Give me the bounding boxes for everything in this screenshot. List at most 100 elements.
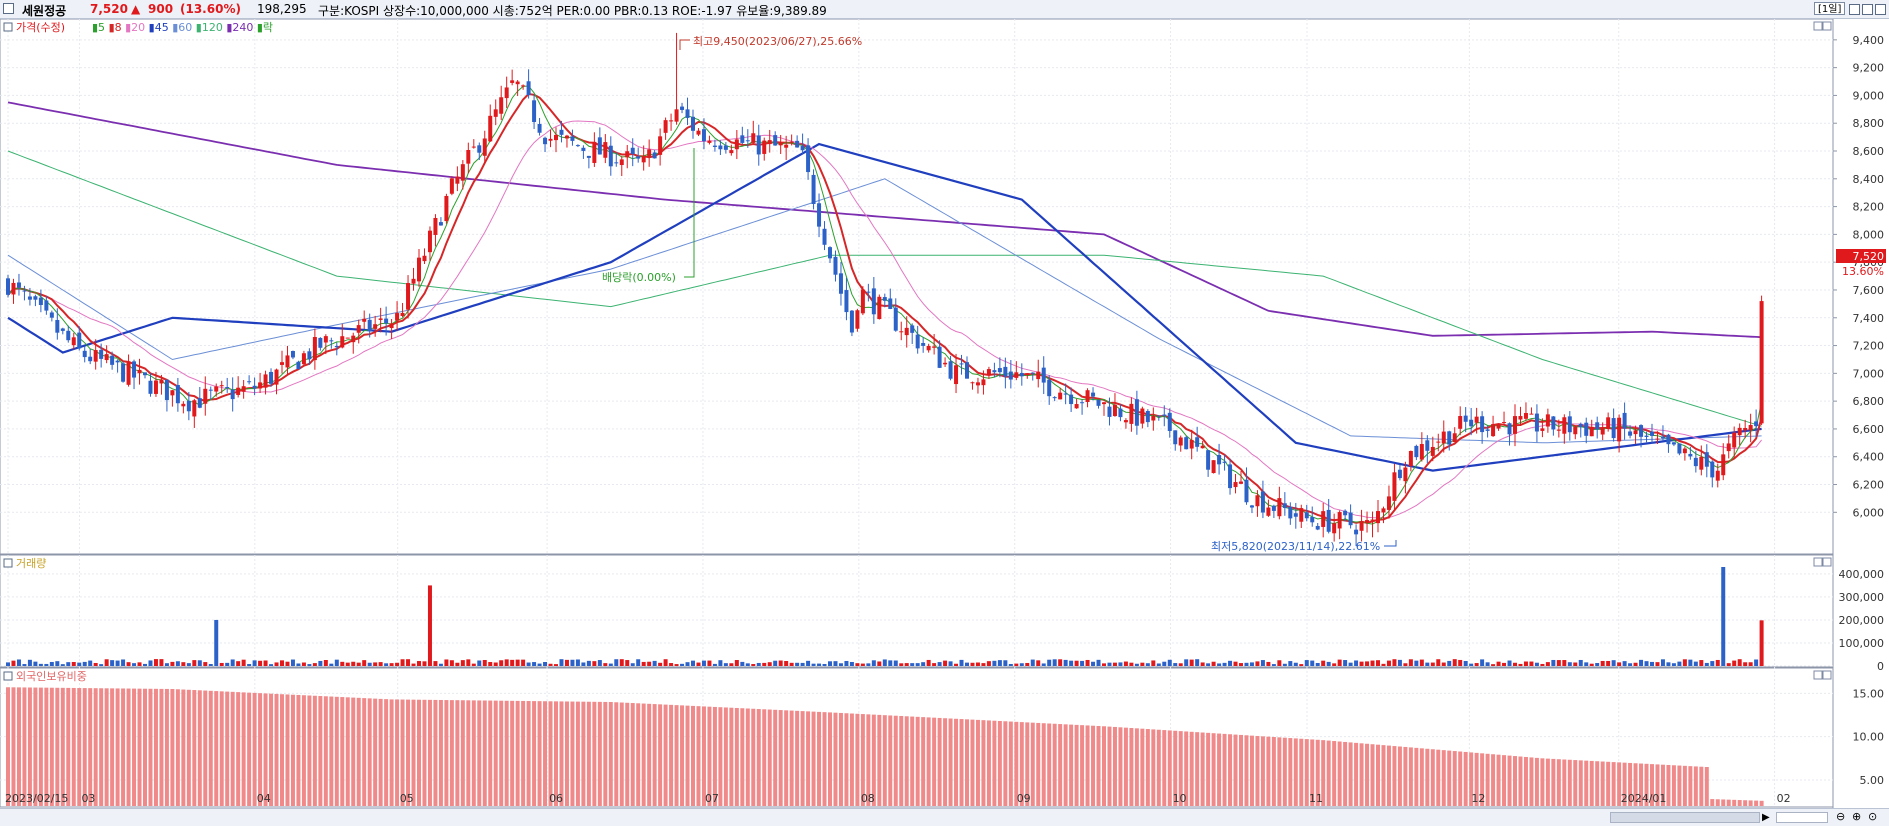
foreign-ratio-bar <box>1507 755 1512 806</box>
price-panel-min-icon[interactable] <box>1813 21 1823 31</box>
candle-body <box>603 142 608 158</box>
foreign-panel-toggle[interactable] <box>3 671 13 681</box>
legend-price-label: 가격(수정) <box>16 21 65 34</box>
horizontal-scrollbar-thumb[interactable] <box>1610 812 1760 823</box>
foreign-ratio-bar <box>1759 800 1764 806</box>
volume-bar <box>1513 662 1517 666</box>
candle-body <box>493 109 498 117</box>
candle-body <box>559 129 564 135</box>
candle-body <box>115 360 120 363</box>
candle-body <box>1140 408 1145 424</box>
foreign-ratio-bar <box>1523 756 1528 806</box>
candle-body <box>1551 416 1556 430</box>
stock-name: 세원정공 <box>22 4 67 18</box>
zoom-out-icon[interactable]: ⊖ <box>1836 810 1846 823</box>
candle-body <box>1200 445 1205 449</box>
candle-body <box>88 356 93 362</box>
volume-bars <box>6 567 1764 666</box>
foreign-ratio-bar <box>663 704 668 806</box>
foreign-ratio-bar <box>384 699 389 806</box>
volume-bar <box>1721 567 1726 666</box>
volume-panel-min-icon[interactable] <box>1813 557 1823 567</box>
foreign-ratio-bar <box>570 701 575 806</box>
volume-bar <box>1469 663 1474 666</box>
candle-body <box>669 120 674 122</box>
panel-toggle-box[interactable] <box>3 3 14 14</box>
volume-bar <box>537 663 542 666</box>
candle-body <box>1419 444 1424 460</box>
zoom-reset-icon[interactable]: ⊙ <box>1868 810 1878 823</box>
volume-bar <box>893 660 898 666</box>
volume-bar <box>1660 659 1665 666</box>
minimize-icon[interactable] <box>1849 4 1860 15</box>
volume-bar <box>438 663 443 666</box>
candle-body <box>499 97 504 114</box>
price-panel-close-icon[interactable] <box>1822 21 1832 31</box>
zoom-slider[interactable] <box>1776 812 1828 823</box>
candle-body <box>1721 454 1726 476</box>
volume-bar <box>427 585 432 666</box>
foreign-ratio-bar <box>400 699 405 806</box>
legend-toggle[interactable] <box>3 22 13 32</box>
foreign-ratio-bar <box>652 704 657 806</box>
foreign-ratio-bar <box>1025 722 1030 806</box>
volume-panel-toggle[interactable] <box>3 558 13 568</box>
foreign-ratio-bar <box>1348 742 1353 806</box>
foreign-ratio-bar <box>258 693 263 806</box>
price-tick-label: 6,800 <box>1853 395 1885 408</box>
candle-body <box>1228 464 1233 489</box>
foreign-ratio-bar <box>1085 725 1090 806</box>
candle-body <box>170 390 175 396</box>
candle-body <box>1682 448 1687 454</box>
candle-body <box>751 133 756 143</box>
volume-bar <box>225 662 230 666</box>
foreign-ratio-bar <box>1080 725 1085 806</box>
foreign-panel-min-icon[interactable] <box>1813 670 1823 680</box>
foreign-ratio-bar <box>1545 758 1550 806</box>
volume-panel-close-icon[interactable] <box>1822 557 1832 567</box>
period-selector[interactable]: [1일] <box>1814 2 1846 15</box>
foreign-ratio-bar <box>1217 733 1222 806</box>
volume-bar <box>1381 663 1386 666</box>
foreign-ratio-bar <box>1748 800 1753 806</box>
volume-bar <box>334 659 339 666</box>
candle-body <box>241 386 246 392</box>
volume-bar <box>77 662 82 666</box>
foreign-ratio-bar <box>899 716 904 806</box>
volume-bar <box>696 662 701 666</box>
candle-body <box>247 381 252 383</box>
foreign-ratio-bar <box>444 700 449 806</box>
restore-icon[interactable] <box>1862 4 1873 15</box>
foreign-ratio-bar <box>471 700 476 806</box>
foreign-panel-close-icon[interactable] <box>1822 670 1832 680</box>
foreign-ratio-bar <box>510 700 515 806</box>
volume-bar <box>1715 659 1720 666</box>
candle-body <box>318 337 323 348</box>
volume-bar <box>515 659 520 666</box>
candle-body <box>712 145 717 147</box>
volume-bar <box>548 663 553 666</box>
foreign-ratio-bar <box>926 717 931 806</box>
stock-chart[interactable]: 9,400 9,200 9,000 8,800 8,600 8,400 8,200 8,000… <box>0 19 1889 808</box>
volume-bar <box>603 663 608 666</box>
candle-body <box>1474 416 1479 423</box>
price-tag-pct: 13.60% <box>1842 265 1884 278</box>
foreign-ratio-bar <box>1578 760 1583 806</box>
foreign-ratio-bar <box>1441 750 1446 806</box>
volume-bar <box>1376 660 1380 666</box>
volume-bar <box>1288 661 1293 666</box>
zoom-in-icon[interactable]: ⊕ <box>1852 810 1862 823</box>
volume-bar <box>1156 663 1161 666</box>
foreign-ratio-bar <box>658 704 663 806</box>
volume-bar <box>329 663 334 666</box>
foreign-ratio-bar <box>1567 759 1572 806</box>
candle-body <box>82 350 87 358</box>
scroll-right-icon[interactable]: ▶ <box>1762 812 1770 823</box>
volume-bar <box>756 662 761 666</box>
candle-body <box>954 365 959 385</box>
foreign-ratio-bar <box>356 697 361 806</box>
close-icon[interactable] <box>1875 4 1886 15</box>
foreign-ratio-bar <box>1145 729 1150 806</box>
foreign-ratio-bar <box>1534 757 1539 806</box>
foreign-ratio-bar <box>1551 758 1556 806</box>
